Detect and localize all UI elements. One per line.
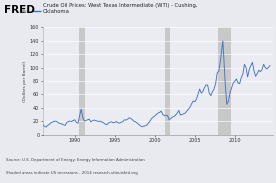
Text: Crude Oil Prices: West Texas Intermediate (WTI) - Cushing,
Oklahoma: Crude Oil Prices: West Texas Intermediat… <box>43 3 197 14</box>
Bar <box>218 27 231 135</box>
Bar <box>79 27 85 135</box>
Text: Source: U.S. Department of Energy: Energy Information Administration: Source: U.S. Department of Energy: Energ… <box>6 158 144 162</box>
Text: Shaded areas indicate US recessions - 2014 research.stlouisfed.org: Shaded areas indicate US recessions - 20… <box>6 171 137 175</box>
Text: FRED: FRED <box>4 5 35 15</box>
Text: ≈: ≈ <box>20 6 26 15</box>
Y-axis label: (Dollars per Barrel): (Dollars per Barrel) <box>23 60 27 102</box>
Bar <box>165 27 170 135</box>
